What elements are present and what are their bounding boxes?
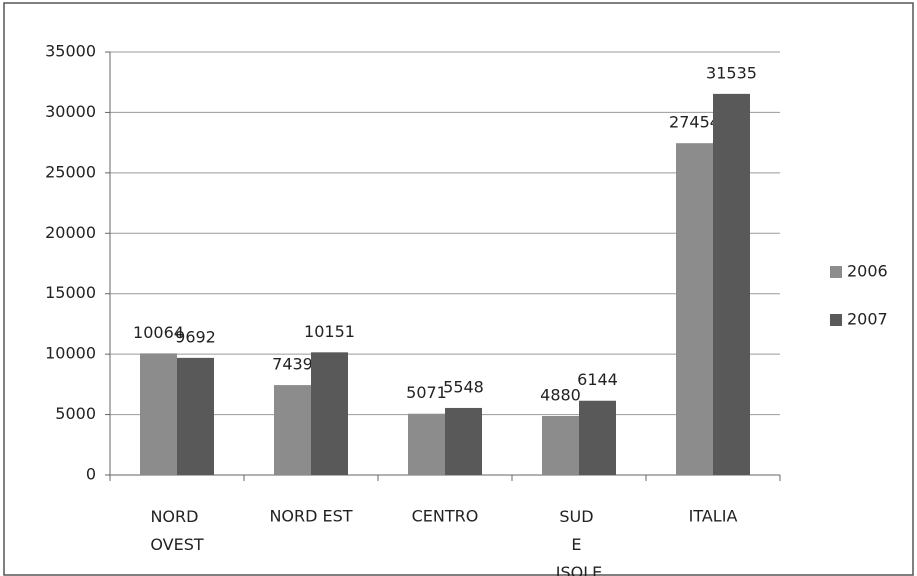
data-label: 7439 <box>272 355 313 374</box>
data-label: 4880 <box>540 386 581 405</box>
y-tick-label: 15000 <box>45 283 96 302</box>
data-label: 10064 <box>133 323 184 342</box>
bar <box>140 353 177 475</box>
x-tick-label: NORD OVEST <box>150 507 204 554</box>
legend-label: 2006 <box>847 262 888 281</box>
x-tick-label: NORD EST <box>269 507 352 526</box>
x-tick-label: ITALIA <box>689 507 738 526</box>
bar <box>408 413 445 475</box>
data-label: 9692 <box>175 327 216 346</box>
y-tick-label: 35000 <box>45 42 96 61</box>
bar <box>274 385 311 475</box>
x-tick-label: SUD E ISOLE <box>556 507 603 576</box>
legend-label: 2007 <box>847 310 888 329</box>
bar <box>579 400 616 475</box>
data-label: 6144 <box>577 370 618 389</box>
bar <box>542 416 579 475</box>
data-label: 5071 <box>406 383 447 402</box>
data-label: 10151 <box>304 322 355 341</box>
data-label: 27454 <box>669 113 720 132</box>
y-tick-label: 10000 <box>45 344 96 363</box>
chart-frame <box>3 2 914 576</box>
bar <box>311 352 348 475</box>
bar <box>676 143 713 476</box>
legend-swatch <box>830 314 842 326</box>
y-tick-label: 0 <box>86 465 96 484</box>
bar <box>445 407 482 475</box>
legend-swatch <box>830 266 842 278</box>
y-tick-label: 30000 <box>45 102 96 121</box>
y-tick-label: 5000 <box>55 404 96 423</box>
data-label: 31535 <box>706 63 757 82</box>
bar <box>177 357 214 475</box>
bar <box>713 93 750 475</box>
data-label: 5548 <box>443 377 484 396</box>
x-tick-label: CENTRO <box>412 507 479 526</box>
y-tick-label: 20000 <box>45 223 96 242</box>
y-tick-label: 25000 <box>45 162 96 181</box>
